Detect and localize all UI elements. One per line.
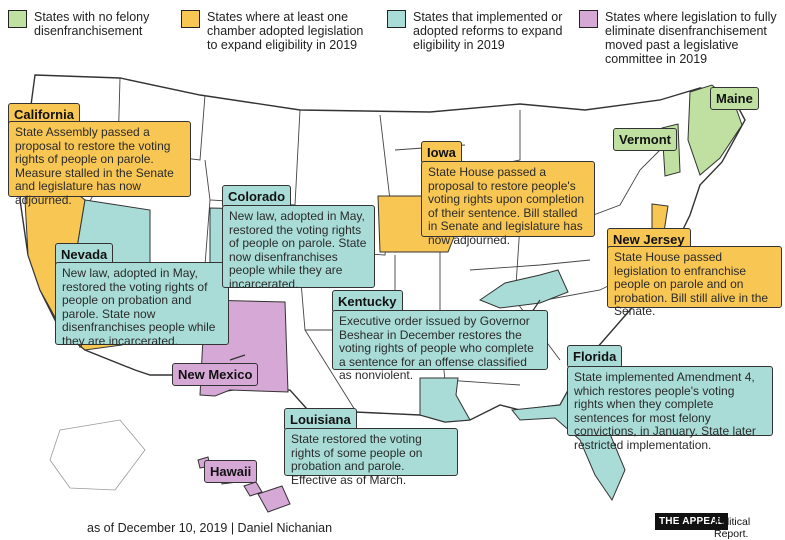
note-louisiana: State restored the voting rights of some… — [284, 428, 458, 487]
legend-text-implemented: States that implemented or adopted refor… — [413, 10, 563, 52]
legend-text-no-disenfranchisement: States with no felony disenfranchisement — [34, 10, 150, 38]
legend-swatch-green — [8, 10, 27, 28]
note-california: State Assembly passed a proposal to rest… — [8, 121, 191, 207]
legend-swatch-yellow — [181, 10, 200, 28]
state-kentucky-shape — [478, 269, 569, 309]
note-iowa: State House passed a proposal to restore… — [421, 161, 595, 247]
label-california: California — [8, 103, 80, 126]
note-new-jersey: State House passed legislation to enfran… — [607, 246, 782, 318]
footer-credit: as of December 10, 2019 | Daniel Nichani… — [87, 521, 333, 535]
note-kentucky: Executive order issued by Governor Beshe… — [332, 310, 548, 382]
label-nevada: Nevada — [55, 243, 114, 266]
label-vermont: Vermont — [613, 128, 678, 151]
the-appeal-logo: THE APPEAL — [655, 513, 728, 530]
label-florida: Florida — [567, 345, 623, 368]
note-nevada: New law, adopted in May, restored the vo… — [55, 262, 229, 348]
state-louisiana-shape — [419, 377, 471, 423]
legend-swatch-teal — [387, 10, 406, 28]
state-alaska-shape — [49, 419, 146, 491]
label-new-mexico: New Mexico — [172, 363, 259, 386]
legend-text-one-chamber: States where at least one chamber adopte… — [207, 10, 364, 52]
label-maine: Maine — [710, 87, 759, 110]
note-florida: State implemented Amendment 4, which res… — [567, 366, 773, 452]
legend-swatch-pink — [579, 10, 598, 28]
political-report-tagline: Political Report. — [714, 516, 751, 540]
legend-text-eliminate: States where legislation to fully elimin… — [605, 10, 777, 66]
label-kentucky: Kentucky — [332, 290, 403, 313]
label-new-jersey: New Jersey — [607, 228, 691, 251]
note-colorado: New law, adopted in May, restored the vo… — [222, 205, 375, 291]
label-hawaii: Hawaii — [204, 460, 258, 483]
